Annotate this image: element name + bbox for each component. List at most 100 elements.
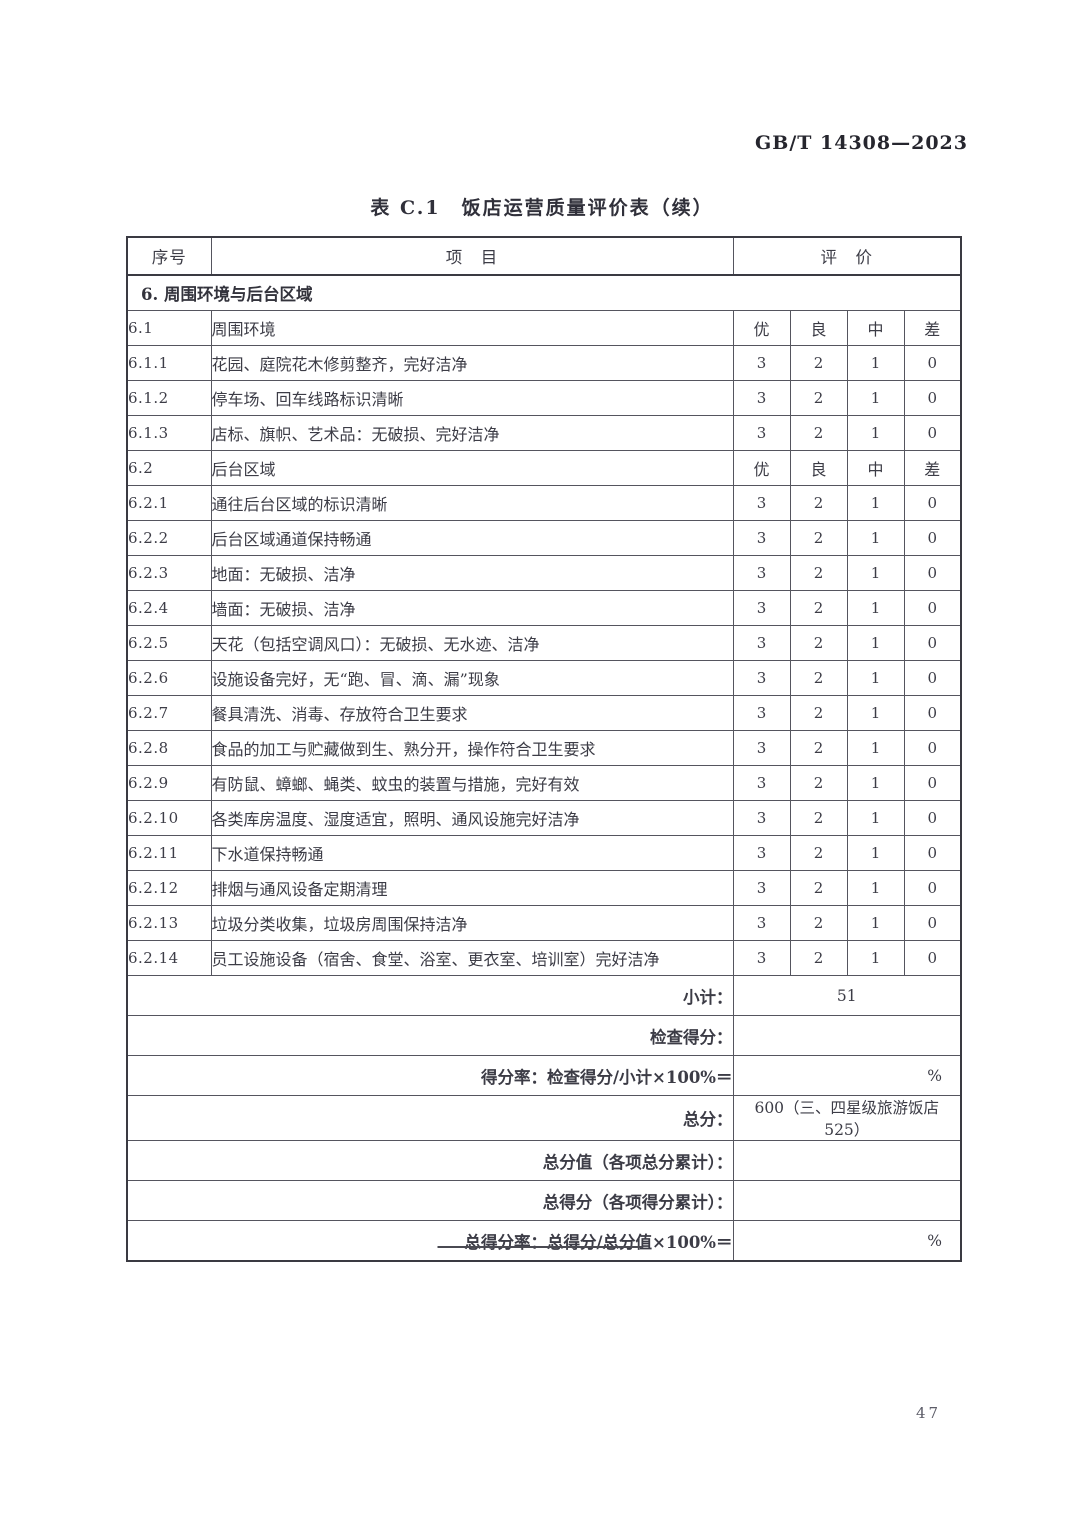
score-cell: 0 [903, 730, 962, 766]
summary-value: % [732, 1055, 962, 1096]
grade-header-cell: 优 [732, 310, 791, 346]
row-seq: 6.2.6 [126, 660, 212, 696]
table-row: 6.2.8 食品的加工与贮藏做到生、熟分开，操作符合卫生要求 3 2 1 0 [126, 730, 962, 766]
row-item-text: 垃圾分类收集，垃圾房周围保持洁净 [210, 905, 734, 941]
row-seq: 6.1 [126, 310, 212, 346]
score-cell: 3 [732, 485, 791, 521]
table-row: 6.2.14 员工设施设备（宿舍、食堂、浴室、更衣室、培训室）完好洁净 3 2 1 0 [126, 940, 962, 976]
score-cell: 2 [789, 730, 848, 766]
summary-label: 小计： [126, 975, 734, 1016]
table-row: 6.1.2 停车场、回车线路标识清晰 3 2 1 0 [126, 380, 962, 416]
row-seq: 6.2.1 [126, 485, 212, 521]
score-cell: 2 [789, 625, 848, 661]
score-cell: 3 [732, 625, 791, 661]
table-row: 6.2.5 天花（包括空调风口）：无破损、无水迹、洁净 3 2 1 0 [126, 625, 962, 661]
score-cell: 1 [846, 415, 905, 451]
evaluation-table: 序号 项 目 评 价 6. 周围环境与后台区域 6.1 周围环境优良中差 6.1.1… [126, 236, 962, 1262]
score-cell: 1 [846, 345, 905, 381]
table-row: 6.1 周围环境优良中差 [126, 310, 962, 346]
row-item-text: 花园、庭院花木修剪整齐，完好洁净 [210, 345, 734, 381]
summary-label: 总分： [126, 1095, 734, 1141]
table-row: 6.2.13 垃圾分类收集，垃圾房周围保持洁净 3 2 1 0 [126, 905, 962, 941]
row-seq: 6.2.12 [126, 870, 212, 906]
summary-label: 总得分（各项得分累计）： [126, 1180, 734, 1221]
row-item-text: 设施设备完好，无“跑、冒、滴、漏”现象 [210, 660, 734, 696]
score-cell: 0 [903, 695, 962, 731]
score-cell: 3 [732, 905, 791, 941]
score-cell: 0 [903, 905, 962, 941]
score-cell: 2 [789, 415, 848, 451]
score-cell: 1 [846, 590, 905, 626]
score-cell: 1 [846, 835, 905, 871]
row-seq: 6.2.14 [126, 940, 212, 976]
score-cell: 3 [732, 380, 791, 416]
summary-row: 总分值（各项总分累计）： [126, 1140, 962, 1181]
score-cell: 3 [732, 590, 791, 626]
summary-row: 检查得分： [126, 1015, 962, 1056]
summary-row: 小计： 51 [126, 975, 962, 1016]
score-cell: 3 [732, 555, 791, 591]
summary-row: 得分率：检查得分/小计×100%＝% [126, 1055, 962, 1096]
row-seq: 6.2.5 [126, 625, 212, 661]
score-cell: 1 [846, 730, 905, 766]
table-row: 6.2.6 设施设备完好，无“跑、冒、滴、漏”现象 3 2 1 0 [126, 660, 962, 696]
score-cell: 3 [732, 765, 791, 801]
summary-label: 总得分率：总得分/总分值×100%＝ [126, 1220, 734, 1262]
summary-row: 总得分（各项得分累计）： [126, 1180, 962, 1221]
score-cell: 0 [903, 555, 962, 591]
table-row: 6.2.4 墙面：无破损、洁净 3 2 1 0 [126, 590, 962, 626]
summary-row: 总分： 600（三、四星级旅游饭店 525） [126, 1095, 962, 1141]
score-cell: 3 [732, 940, 791, 976]
row-item-text: 后台区域 [210, 450, 734, 486]
score-cell: 1 [846, 660, 905, 696]
grade-header-cell: 良 [789, 450, 848, 486]
score-cell: 1 [846, 940, 905, 976]
row-seq: 6.1.2 [126, 380, 212, 416]
row-item-text: 停车场、回车线路标识清晰 [210, 380, 734, 416]
grade-header-cell: 差 [903, 450, 962, 486]
row-seq: 6.2.13 [126, 905, 212, 941]
score-cell: 2 [789, 800, 848, 836]
score-cell: 3 [732, 695, 791, 731]
grade-header-cell: 中 [846, 450, 905, 486]
table-header-row: 序号 项 目 评 价 [126, 236, 962, 276]
header-item: 项 目 [210, 236, 734, 276]
score-cell: 1 [846, 520, 905, 556]
score-cell: 0 [903, 765, 962, 801]
score-cell: 0 [903, 800, 962, 836]
summary-value: 51 [732, 975, 962, 1016]
score-cell: 1 [846, 625, 905, 661]
table-row: 6.2.3 地面：无破损、洁净 3 2 1 0 [126, 555, 962, 591]
row-item-text: 周围环境 [210, 310, 734, 346]
score-cell: 0 [903, 660, 962, 696]
score-cell: 2 [789, 345, 848, 381]
score-cell: 2 [789, 765, 848, 801]
row-seq: 6.2.3 [126, 555, 212, 591]
score-cell: 1 [846, 870, 905, 906]
standard-code: GB/T 14308—2023 [755, 132, 968, 154]
score-cell: 0 [903, 870, 962, 906]
row-seq: 6.2.9 [126, 765, 212, 801]
score-cell: 0 [903, 415, 962, 451]
score-cell: 0 [903, 345, 962, 381]
row-item-text: 员工设施设备（宿舍、食堂、浴室、更衣室、培训室）完好洁净 [210, 940, 734, 976]
score-cell: 2 [789, 905, 848, 941]
summary-label: 总分值（各项总分累计）： [126, 1140, 734, 1181]
end-of-table-rule [437, 1246, 643, 1248]
score-cell: 1 [846, 800, 905, 836]
score-cell: 3 [732, 660, 791, 696]
score-cell: 1 [846, 905, 905, 941]
row-item-text: 各类库房温度、湿度适宜，照明、通风设施完好洁净 [210, 800, 734, 836]
score-cell: 3 [732, 835, 791, 871]
score-cell: 1 [846, 695, 905, 731]
score-cell: 2 [789, 590, 848, 626]
score-cell: 1 [846, 765, 905, 801]
section-row: 6. 周围环境与后台区域 [126, 274, 962, 311]
row-seq: 6.2.4 [126, 590, 212, 626]
score-cell: 0 [903, 940, 962, 976]
grade-header-cell: 良 [789, 310, 848, 346]
table-row: 6.2.1 通往后台区域的标识清晰 3 2 1 0 [126, 485, 962, 521]
score-cell: 2 [789, 485, 848, 521]
score-cell: 2 [789, 660, 848, 696]
summary-value [732, 1180, 962, 1221]
